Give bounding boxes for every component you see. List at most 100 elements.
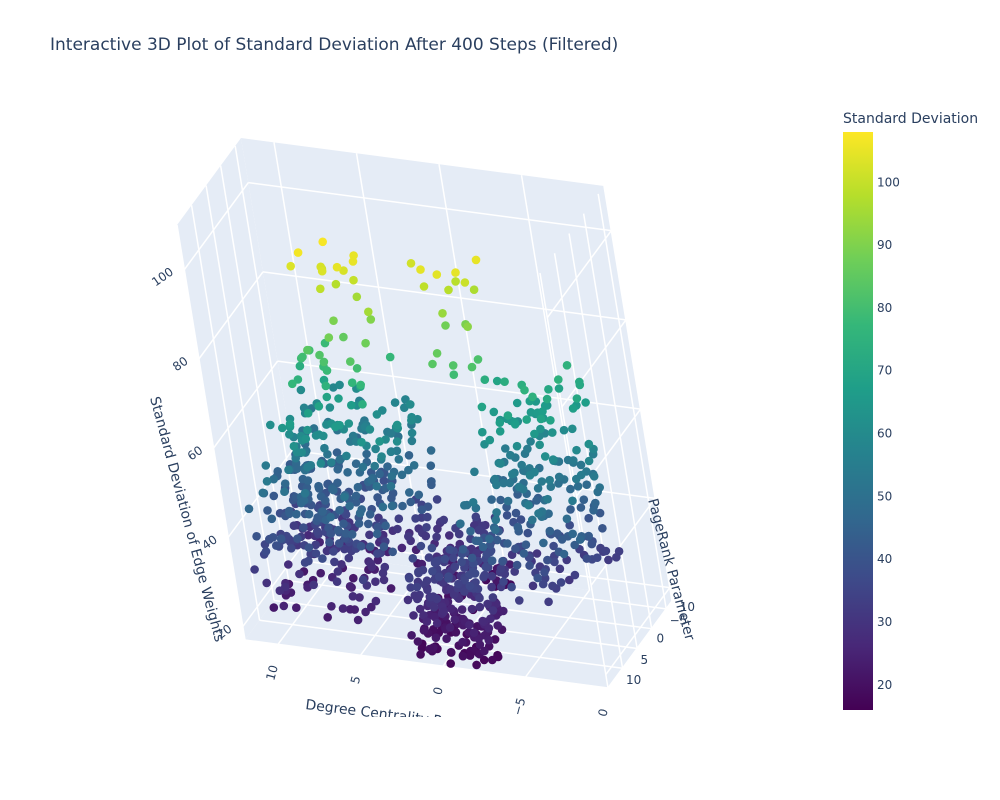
- data-point[interactable]: [332, 448, 342, 457]
- data-point[interactable]: [450, 562, 460, 571]
- data-point[interactable]: [496, 495, 505, 505]
- data-point[interactable]: [512, 398, 522, 408]
- data-point[interactable]: [565, 575, 574, 585]
- data-point[interactable]: [405, 574, 414, 583]
- data-point[interactable]: [344, 419, 354, 428]
- data-point[interactable]: [546, 482, 556, 492]
- data-point[interactable]: [498, 557, 507, 566]
- data-point[interactable]: [311, 540, 321, 550]
- data-point[interactable]: [366, 315, 376, 324]
- data-point[interactable]: [548, 581, 557, 591]
- data-point[interactable]: [447, 604, 456, 613]
- data-point[interactable]: [344, 553, 354, 563]
- data-point[interactable]: [475, 602, 485, 612]
- data-point[interactable]: [545, 526, 555, 536]
- data-point[interactable]: [331, 422, 340, 432]
- data-point[interactable]: [378, 502, 388, 512]
- data-point[interactable]: [507, 582, 516, 592]
- data-point[interactable]: [553, 529, 562, 538]
- data-point[interactable]: [554, 384, 564, 393]
- data-point[interactable]: [313, 527, 322, 536]
- data-point[interactable]: [482, 550, 492, 559]
- data-point[interactable]: [446, 659, 456, 668]
- data-point[interactable]: [449, 370, 459, 380]
- data-point[interactable]: [323, 613, 333, 622]
- data-point[interactable]: [375, 437, 384, 446]
- data-point[interactable]: [491, 525, 500, 534]
- data-point[interactable]: [593, 487, 602, 497]
- data-point[interactable]: [479, 572, 488, 582]
- data-point[interactable]: [286, 261, 296, 271]
- data-point[interactable]: [339, 266, 348, 275]
- data-point[interactable]: [496, 459, 505, 468]
- data-point[interactable]: [601, 546, 611, 556]
- data-point[interactable]: [465, 620, 474, 630]
- data-point[interactable]: [268, 533, 278, 542]
- data-point[interactable]: [364, 307, 373, 317]
- data-point[interactable]: [361, 607, 370, 617]
- data-point[interactable]: [568, 424, 577, 434]
- data-point[interactable]: [379, 542, 389, 551]
- data-point[interactable]: [454, 579, 463, 589]
- data-point[interactable]: [314, 481, 323, 491]
- data-point[interactable]: [544, 597, 553, 607]
- data-point[interactable]: [392, 437, 402, 446]
- data-point[interactable]: [301, 434, 311, 444]
- data-point[interactable]: [386, 584, 396, 593]
- data-point[interactable]: [572, 474, 581, 484]
- data-point[interactable]: [304, 509, 314, 519]
- data-point[interactable]: [327, 458, 336, 467]
- data-point[interactable]: [330, 557, 339, 567]
- data-point[interactable]: [427, 480, 436, 490]
- data-point[interactable]: [413, 594, 422, 604]
- data-point[interactable]: [416, 541, 426, 551]
- data-point[interactable]: [442, 634, 451, 643]
- data-point[interactable]: [451, 628, 461, 637]
- data-point[interactable]: [426, 461, 436, 471]
- data-point[interactable]: [543, 494, 552, 504]
- data-point[interactable]: [365, 530, 374, 540]
- data-point[interactable]: [559, 549, 569, 559]
- data-point[interactable]: [454, 529, 464, 539]
- data-point[interactable]: [469, 628, 479, 637]
- data-point[interactable]: [404, 451, 414, 460]
- data-point[interactable]: [544, 509, 553, 518]
- data-point[interactable]: [298, 352, 307, 362]
- data-point[interactable]: [377, 452, 386, 461]
- data-point[interactable]: [425, 644, 434, 654]
- data-point[interactable]: [519, 549, 529, 558]
- data-point[interactable]: [351, 459, 361, 469]
- data-point[interactable]: [386, 481, 396, 491]
- data-point[interactable]: [505, 478, 515, 488]
- data-point[interactable]: [538, 579, 548, 589]
- data-point[interactable]: [303, 408, 313, 418]
- data-point[interactable]: [337, 560, 346, 569]
- data-point[interactable]: [407, 631, 416, 640]
- data-point[interactable]: [278, 423, 287, 433]
- data-point[interactable]: [296, 385, 306, 395]
- data-point[interactable]: [367, 562, 377, 572]
- data-point[interactable]: [295, 361, 305, 371]
- data-point[interactable]: [512, 441, 522, 451]
- data-point[interactable]: [397, 470, 407, 480]
- data-point[interactable]: [318, 554, 327, 563]
- data-point[interactable]: [331, 279, 341, 289]
- data-point[interactable]: [513, 522, 523, 532]
- data-point[interactable]: [269, 474, 279, 484]
- data-point[interactable]: [316, 568, 326, 578]
- data-point[interactable]: [416, 650, 425, 659]
- data-point[interactable]: [499, 478, 508, 488]
- data-point[interactable]: [325, 403, 335, 412]
- data-point[interactable]: [444, 285, 453, 295]
- data-point[interactable]: [372, 481, 382, 491]
- data-point[interactable]: [525, 471, 535, 480]
- data-point[interactable]: [329, 485, 338, 495]
- data-point[interactable]: [468, 498, 478, 507]
- data-point[interactable]: [471, 255, 481, 265]
- data-point[interactable]: [279, 601, 289, 611]
- data-point[interactable]: [269, 491, 279, 501]
- data-point[interactable]: [429, 602, 439, 612]
- data-point[interactable]: [370, 461, 380, 471]
- data-point[interactable]: [525, 561, 534, 570]
